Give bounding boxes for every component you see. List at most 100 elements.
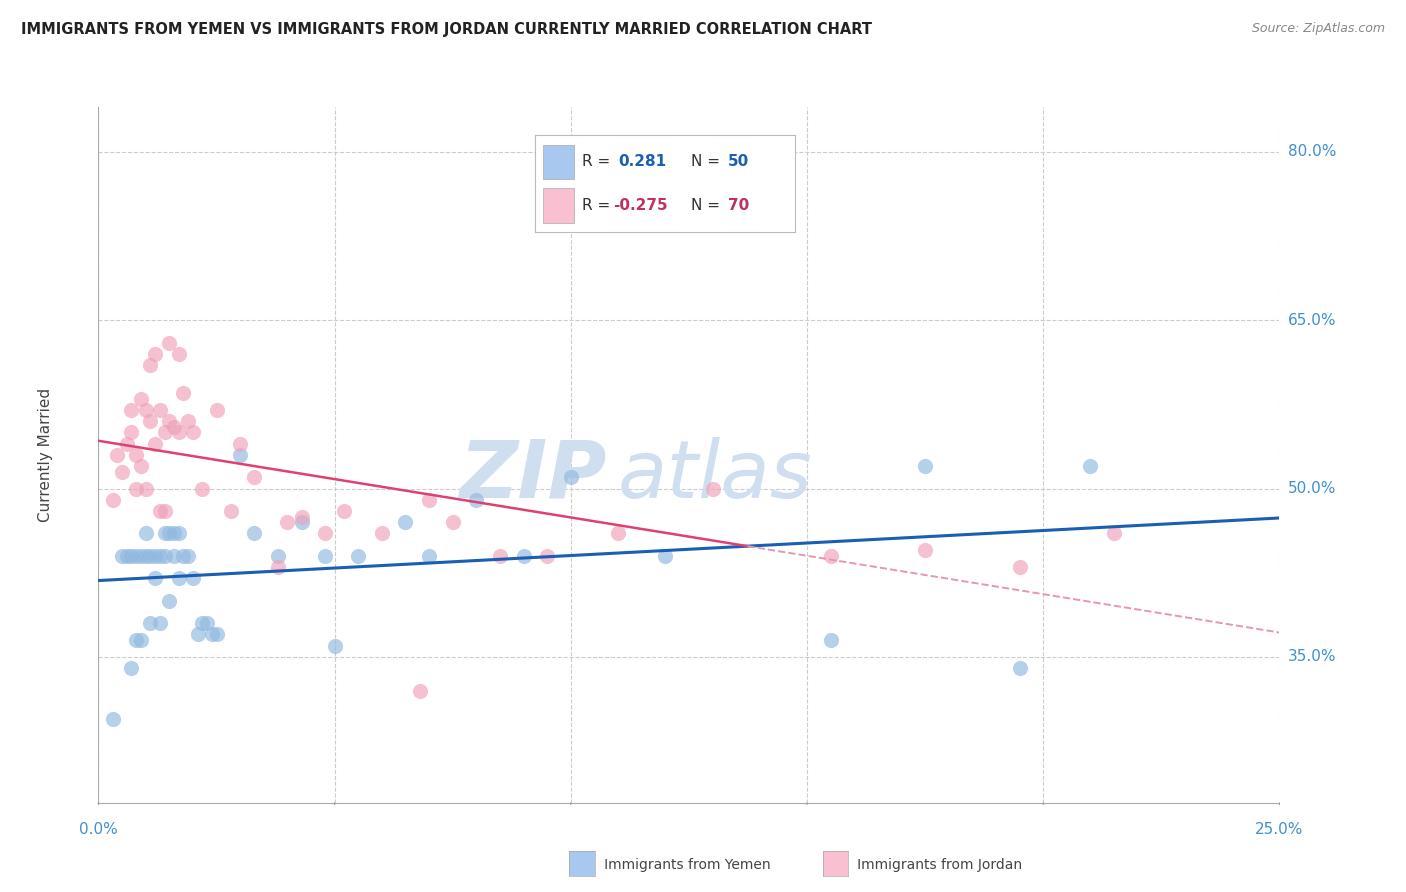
- Point: [418, 549, 440, 563]
- Point: [914, 459, 936, 474]
- Point: [489, 549, 512, 563]
- Point: [314, 549, 336, 563]
- Text: 0.0%: 0.0%: [79, 822, 118, 838]
- Point: [157, 526, 180, 541]
- Point: [177, 414, 200, 428]
- Point: [290, 509, 312, 524]
- Point: [267, 560, 290, 574]
- Text: -0.275: -0.275: [613, 198, 668, 213]
- Point: [111, 549, 134, 563]
- Point: [191, 616, 214, 631]
- Point: [512, 549, 534, 563]
- Point: [129, 459, 152, 474]
- Point: [654, 549, 676, 563]
- Point: [111, 465, 134, 479]
- Point: [143, 347, 166, 361]
- Point: [129, 633, 152, 648]
- Point: [139, 358, 162, 372]
- Point: [205, 403, 228, 417]
- Point: [121, 661, 143, 675]
- Point: [195, 616, 218, 631]
- Point: [143, 436, 166, 450]
- Point: [121, 403, 143, 417]
- Point: [139, 414, 162, 428]
- Point: [125, 448, 148, 462]
- Point: [536, 549, 558, 563]
- Point: [163, 526, 186, 541]
- Point: [139, 549, 162, 563]
- Text: R =: R =: [582, 154, 616, 169]
- Point: [143, 549, 166, 563]
- Point: [129, 549, 152, 563]
- Point: [135, 526, 157, 541]
- Text: 50.0%: 50.0%: [1288, 481, 1336, 496]
- Point: [172, 549, 194, 563]
- Point: [153, 526, 176, 541]
- Point: [465, 492, 488, 507]
- Point: [105, 448, 128, 462]
- Point: [129, 392, 152, 406]
- Point: [125, 633, 148, 648]
- Point: [333, 504, 356, 518]
- Point: [560, 470, 582, 484]
- Point: [143, 571, 166, 585]
- Point: [243, 526, 266, 541]
- Point: [149, 504, 172, 518]
- Text: 50: 50: [728, 154, 749, 169]
- Text: N =: N =: [692, 198, 725, 213]
- Point: [181, 571, 204, 585]
- Text: 65.0%: 65.0%: [1288, 313, 1336, 327]
- Point: [167, 526, 190, 541]
- Text: 70: 70: [728, 198, 749, 213]
- Point: [191, 482, 214, 496]
- Text: Source: ZipAtlas.com: Source: ZipAtlas.com: [1251, 22, 1385, 36]
- Point: [157, 414, 180, 428]
- Point: [101, 712, 124, 726]
- Point: [157, 594, 180, 608]
- Point: [187, 627, 209, 641]
- Point: [267, 549, 290, 563]
- Point: [418, 492, 440, 507]
- Point: [205, 627, 228, 641]
- Text: IMMIGRANTS FROM YEMEN VS IMMIGRANTS FROM JORDAN CURRENTLY MARRIED CORRELATION CH: IMMIGRANTS FROM YEMEN VS IMMIGRANTS FROM…: [21, 22, 872, 37]
- Text: Immigrants from Jordan: Immigrants from Jordan: [844, 858, 1022, 872]
- Point: [1102, 526, 1125, 541]
- Point: [172, 386, 194, 401]
- Point: [149, 549, 172, 563]
- Point: [1080, 459, 1102, 474]
- Point: [243, 470, 266, 484]
- Point: [153, 504, 176, 518]
- Bar: [543, 188, 575, 222]
- Point: [229, 448, 252, 462]
- Point: [125, 549, 148, 563]
- Point: [157, 335, 180, 350]
- Point: [121, 549, 143, 563]
- Point: [408, 683, 430, 698]
- Point: [149, 616, 172, 631]
- Point: [314, 526, 336, 541]
- Bar: [543, 145, 575, 178]
- Point: [135, 482, 157, 496]
- Point: [347, 549, 370, 563]
- Point: [115, 549, 138, 563]
- Point: [135, 549, 157, 563]
- Point: [201, 627, 224, 641]
- Point: [290, 515, 312, 529]
- Point: [276, 515, 298, 529]
- Point: [394, 515, 416, 529]
- Point: [229, 436, 252, 450]
- Text: atlas: atlas: [619, 437, 813, 515]
- Point: [323, 639, 346, 653]
- Point: [820, 549, 842, 563]
- Point: [153, 549, 176, 563]
- Point: [153, 425, 176, 440]
- Point: [125, 482, 148, 496]
- Point: [163, 420, 186, 434]
- Point: [167, 571, 190, 585]
- Point: [702, 482, 724, 496]
- Point: [820, 633, 842, 648]
- Text: R =: R =: [582, 198, 616, 213]
- Point: [371, 526, 394, 541]
- Point: [163, 549, 186, 563]
- Text: 25.0%: 25.0%: [1256, 822, 1303, 838]
